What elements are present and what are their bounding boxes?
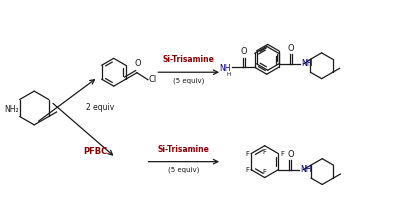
Text: Si-Trisamine: Si-Trisamine [163, 55, 215, 64]
Text: F: F [263, 169, 267, 175]
Text: O: O [287, 150, 294, 159]
Text: 2 equiv: 2 equiv [86, 103, 114, 112]
Text: F: F [281, 151, 285, 157]
Text: NH: NH [219, 64, 231, 73]
Text: O: O [135, 59, 141, 68]
Text: O: O [288, 44, 294, 53]
Text: F: F [263, 149, 267, 155]
Text: PFBC: PFBC [83, 147, 107, 156]
Text: O: O [241, 47, 247, 56]
Text: NH: NH [300, 165, 312, 174]
Text: NH₂: NH₂ [4, 105, 18, 114]
Text: (5 equiv): (5 equiv) [173, 77, 204, 84]
Text: F: F [245, 167, 249, 173]
Text: F: F [245, 151, 249, 157]
Text: Si-Trisamine: Si-Trisamine [158, 145, 210, 154]
Text: H: H [227, 72, 231, 77]
Text: Cl: Cl [149, 75, 157, 84]
Text: NH: NH [301, 59, 312, 68]
Text: (5 equiv): (5 equiv) [168, 167, 199, 173]
